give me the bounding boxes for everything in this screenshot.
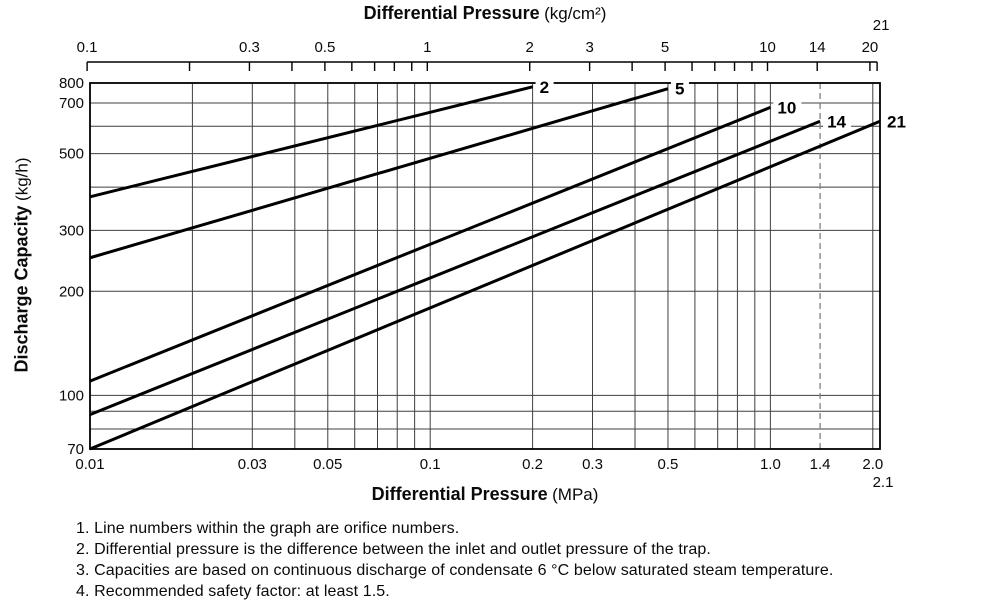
series-label-14: 14	[827, 112, 846, 131]
top-axis-title: Differential Pressure (kg/cm²)	[90, 3, 880, 24]
series-label-2: 2	[540, 78, 549, 97]
note-item-4: 4. Recommended safety factor: at least 1…	[76, 583, 390, 600]
series-line-10	[89, 106, 771, 383]
bottom-axis-unit: (MPa)	[552, 485, 599, 504]
x-tick-label: 1.4	[810, 456, 831, 473]
series-line-5	[89, 87, 669, 260]
series-label-5: 5	[675, 80, 684, 99]
top-axis-title-text: Differential Pressure	[363, 3, 540, 23]
bottom-axis-title-text: Differential Pressure	[371, 484, 548, 504]
series-label-bg	[535, 76, 554, 97]
top-tick-label: 2	[526, 39, 534, 56]
top-tick-label: 14	[809, 39, 826, 56]
top-tick-label: 0.5	[314, 39, 335, 56]
y-tick-label: 700	[59, 95, 84, 112]
top-tick-label: 5	[661, 39, 669, 56]
top-tick-label: 0.1	[77, 39, 98, 56]
top-tick-label: 10	[759, 39, 776, 56]
x-tick-label: 0.5	[658, 456, 679, 473]
plot-frame	[89, 82, 881, 450]
x-tick-label: 2.0	[862, 456, 883, 473]
top-tick-label: 3	[585, 39, 593, 56]
series-label-bg	[823, 111, 852, 132]
x-tick-label: 0.05	[313, 456, 342, 473]
x-tick-label: 1.0	[760, 456, 781, 473]
series-label-bg	[670, 78, 689, 99]
series-label-10: 10	[777, 98, 796, 117]
y-tick-label: 500	[59, 146, 84, 163]
series-line-14	[89, 119, 821, 417]
top-axis-edge-label: 21	[873, 17, 890, 34]
y-tick-label: 200	[59, 283, 84, 300]
y-tick-label: 800	[59, 75, 84, 92]
top-axis-unit: (kg/cm²)	[544, 4, 607, 23]
top-tick-label: 1	[423, 39, 431, 56]
x-tick-label: 0.2	[522, 456, 543, 473]
note-item-2: 2. Differential pressure is the differen…	[76, 541, 711, 558]
x-tick-label: 0.3	[582, 456, 603, 473]
series-line-2	[89, 85, 533, 199]
bottom-axis-title: Differential Pressure (MPa)	[90, 484, 880, 505]
series-label-21: 21	[887, 112, 906, 131]
series-label-bg	[883, 111, 911, 132]
top-tick-label: 20	[862, 39, 879, 56]
y-tick-label: 100	[59, 387, 84, 404]
x-tick-label: 0.1	[420, 456, 441, 473]
x-axis-edge-label: 2.1	[873, 474, 894, 491]
y-tick-label: 70	[67, 441, 84, 458]
notes: 1. Line numbers within the graph are ori…	[76, 518, 976, 602]
series-line-21	[89, 119, 881, 451]
y-tick-label: 300	[59, 222, 84, 239]
note-item-3: 3. Capacities are based on continuous di…	[76, 562, 834, 579]
top-tick-label: 0.3	[239, 39, 260, 56]
x-tick-label: 0.01	[75, 456, 104, 473]
note-item-1: 1. Line numbers within the graph are ori…	[76, 520, 460, 537]
x-tick-label: 0.03	[238, 456, 267, 473]
series-label-bg	[773, 97, 802, 118]
